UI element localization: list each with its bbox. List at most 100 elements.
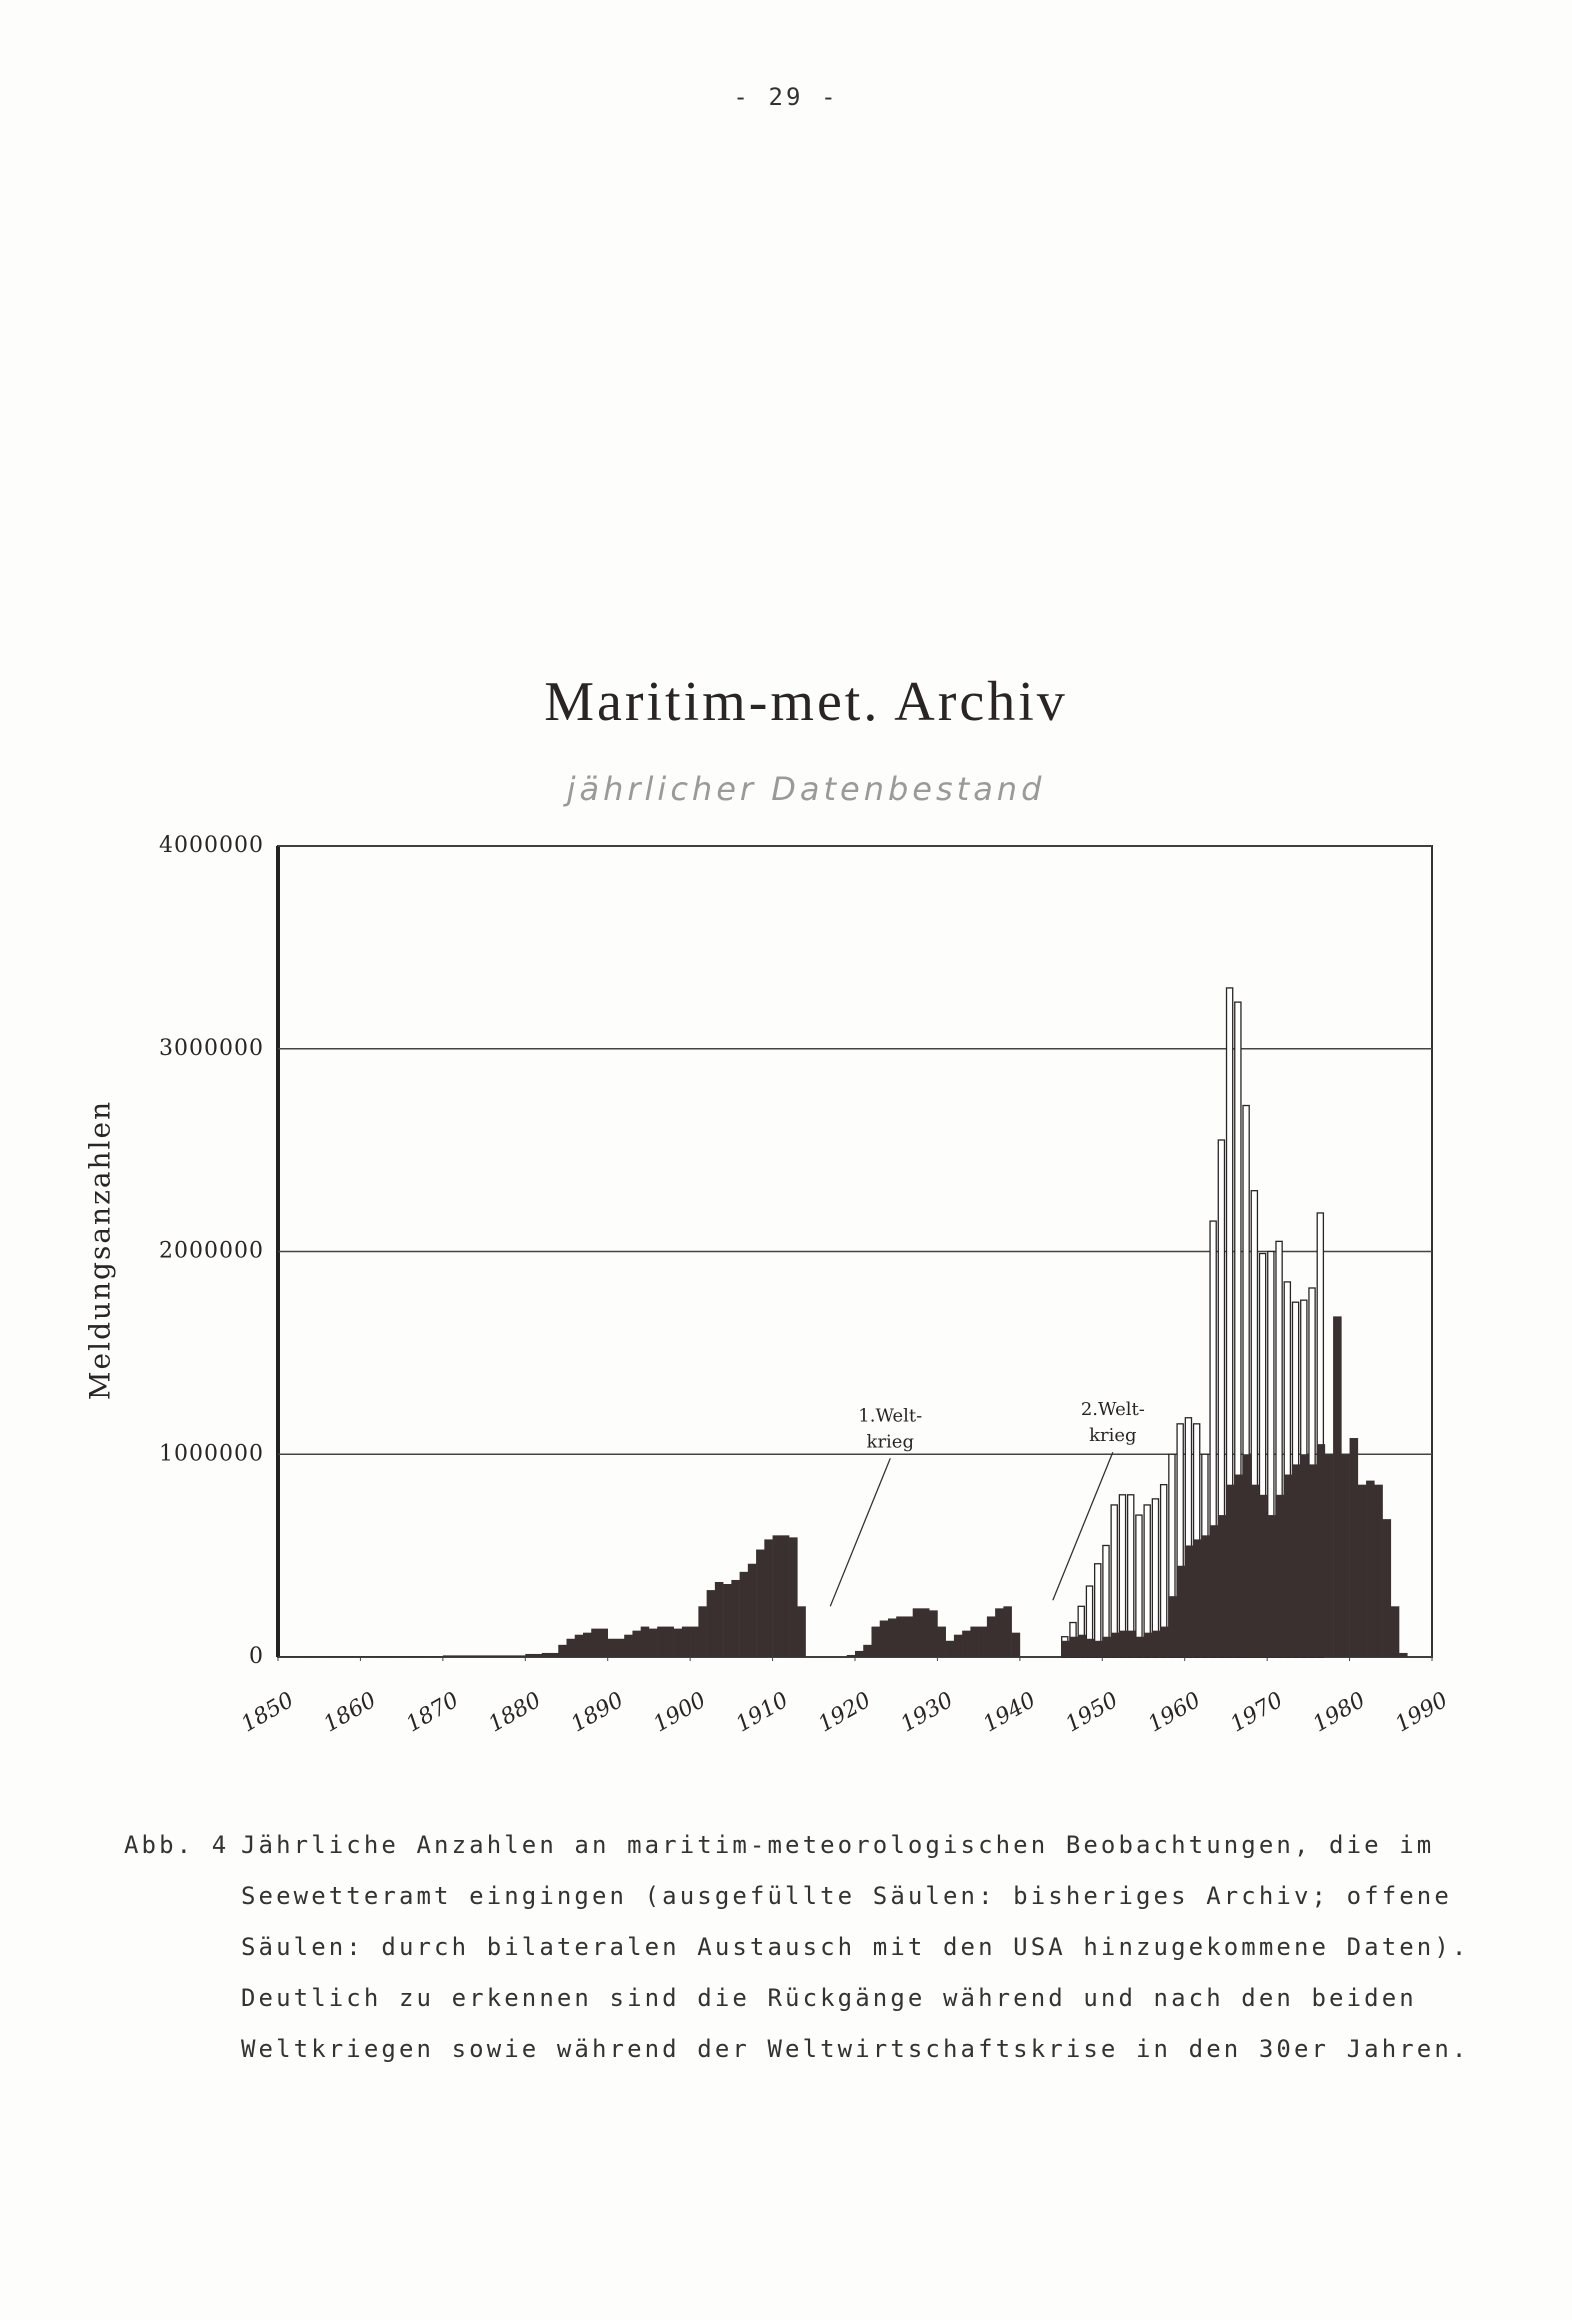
filled-bar <box>508 1655 518 1657</box>
filled-bar <box>739 1571 749 1657</box>
filled-bar <box>451 1655 460 1657</box>
filled-bar <box>1234 1474 1243 1657</box>
filled-bar <box>871 1626 881 1657</box>
filled-bar <box>1242 1454 1251 1657</box>
filled-bar <box>657 1626 666 1657</box>
filled-bar <box>1390 1606 1400 1657</box>
filled-bar <box>879 1620 889 1657</box>
x-tick-label: 1890 <box>567 1688 628 1738</box>
filled-bar <box>953 1634 963 1657</box>
x-tick-label: 1920 <box>814 1688 875 1738</box>
filled-bar <box>517 1655 526 1657</box>
filled-bar <box>772 1535 782 1657</box>
filled-bar <box>1374 1484 1383 1657</box>
y-tick-label: 1000000 <box>159 1441 264 1466</box>
filled-bar <box>294 1656 304 1657</box>
filled-bar <box>376 1656 386 1657</box>
open-bar <box>1135 1514 1143 1658</box>
filled-bar <box>896 1616 905 1657</box>
filled-bar <box>1399 1652 1408 1657</box>
x-tick-label: 1990 <box>1391 1688 1452 1738</box>
filled-bar <box>566 1638 576 1657</box>
filled-bar <box>352 1656 361 1657</box>
filled-bar <box>434 1656 444 1657</box>
chart-subtitle: jährlicher Datenbestand <box>563 770 1046 808</box>
filled-bar <box>1127 1630 1136 1657</box>
filled-bar <box>1102 1636 1111 1657</box>
x-tick-label: 1880 <box>485 1688 546 1738</box>
filled-bar <box>525 1653 534 1657</box>
filled-bar <box>1300 1454 1309 1657</box>
filled-bar <box>1275 1494 1284 1657</box>
filled-bar <box>1143 1632 1153 1657</box>
caption-line: Säulen: durch bilateralen Austausch mit … <box>241 1933 1469 1961</box>
filled-bar <box>673 1628 683 1657</box>
page-number: - 29 - <box>733 83 838 111</box>
filled-bar <box>1308 1464 1317 1657</box>
filled-bar <box>1366 1480 1375 1657</box>
filled-bar <box>607 1638 617 1657</box>
filled-bar <box>335 1656 345 1657</box>
filled-bar <box>1159 1626 1169 1657</box>
filled-bar <box>929 1610 938 1657</box>
y-tick-label: 4000000 <box>159 833 264 858</box>
filled-bar <box>368 1656 378 1657</box>
x-tick-label: 1980 <box>1309 1688 1370 1738</box>
y-axis-label: Meldungsanzahlen <box>84 1100 117 1400</box>
x-tick-label: 1930 <box>897 1688 958 1738</box>
filled-bar <box>302 1656 312 1657</box>
y-tick-label: 2000000 <box>159 1239 264 1264</box>
filled-bar <box>632 1630 641 1657</box>
filled-bar <box>533 1653 543 1657</box>
filled-bar <box>1225 1484 1235 1657</box>
x-tick-label: 1960 <box>1144 1688 1205 1738</box>
filled-bar <box>978 1626 988 1657</box>
filled-bar <box>698 1606 707 1657</box>
filled-bar <box>591 1628 600 1657</box>
x-tick-label: 1900 <box>649 1688 710 1738</box>
filled-bar <box>550 1652 559 1657</box>
filled-bar <box>1267 1515 1276 1657</box>
filled-bar <box>500 1655 510 1657</box>
filled-bar <box>640 1626 650 1657</box>
annotation-pointer <box>829 1458 891 1607</box>
filled-bar <box>1110 1632 1120 1657</box>
x-tick-label: 1970 <box>1226 1688 1287 1738</box>
filled-bar <box>1217 1515 1227 1657</box>
caption-label: Abb. 4 <box>124 1831 229 1859</box>
filled-bar <box>648 1628 658 1657</box>
filled-bar <box>945 1640 955 1657</box>
filled-bar <box>723 1584 732 1657</box>
filled-bar <box>863 1644 872 1657</box>
x-tick-label: 1940 <box>979 1688 1040 1738</box>
filled-bar <box>599 1628 609 1657</box>
filled-bar <box>475 1655 485 1657</box>
filled-bar <box>764 1539 773 1657</box>
filled-bar <box>492 1655 501 1657</box>
x-tick-label: 1860 <box>320 1688 381 1738</box>
filled-bar <box>747 1563 757 1657</box>
filled-bar <box>327 1656 336 1657</box>
filled-bar <box>409 1656 419 1657</box>
filled-bar <box>797 1606 806 1657</box>
filled-bar <box>393 1656 402 1657</box>
annotation-text: krieg <box>867 1431 914 1452</box>
x-tick-label: 1850 <box>237 1688 298 1738</box>
filled-bar <box>582 1632 592 1657</box>
filled-bar <box>1069 1636 1078 1657</box>
filled-bar <box>442 1655 452 1657</box>
filled-bar <box>1135 1636 1144 1657</box>
caption-line: Weltkriegen sowie während der Weltwirtsc… <box>241 2035 1469 2063</box>
filled-bar <box>401 1656 411 1657</box>
filled-bar <box>912 1608 922 1657</box>
filled-bar <box>920 1608 930 1657</box>
filled-bar <box>615 1638 625 1657</box>
filled-bar <box>1011 1632 1021 1657</box>
y-tick-label: 0 <box>249 1644 264 1669</box>
x-tick-label: 1950 <box>1062 1688 1123 1738</box>
filled-bar <box>780 1535 790 1657</box>
filled-bar <box>426 1656 435 1657</box>
filled-bar <box>1258 1494 1268 1657</box>
filled-bar <box>1151 1630 1161 1657</box>
filled-bar <box>1176 1565 1186 1657</box>
